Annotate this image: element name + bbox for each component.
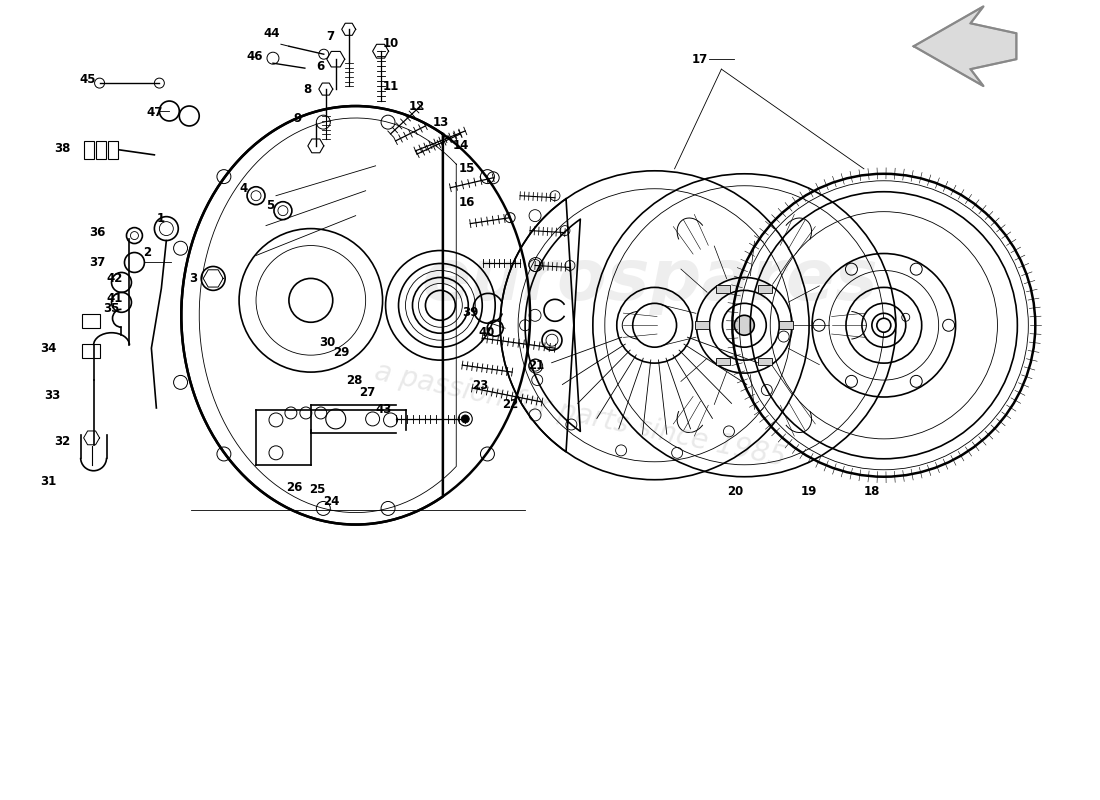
Circle shape [735,315,755,335]
Text: 25: 25 [309,483,326,496]
Text: 18: 18 [864,485,880,498]
Bar [716,358,730,366]
Text: 20: 20 [727,485,744,498]
Text: 28: 28 [345,374,362,386]
Text: 46: 46 [246,50,263,62]
Text: 35: 35 [103,302,120,315]
Text: 38: 38 [54,142,70,155]
Polygon shape [914,6,1016,86]
Bar [96,141,106,159]
Text: 9: 9 [293,113,301,126]
Text: 13: 13 [432,117,449,130]
Text: 2: 2 [143,246,152,259]
Text: 30: 30 [319,336,336,349]
Bar [779,322,793,330]
Bar [758,358,772,366]
Text: 17: 17 [692,53,707,66]
Text: 26: 26 [286,481,302,494]
Text: 7: 7 [326,30,334,42]
Text: 41: 41 [107,292,123,305]
Bar [758,285,772,293]
Text: 42: 42 [107,272,123,285]
Text: 15: 15 [459,162,475,175]
Bar [695,322,710,330]
Text: 32: 32 [54,435,70,448]
Text: 21: 21 [528,358,544,372]
Text: 43: 43 [375,403,392,417]
Bar [108,141,118,159]
Text: 27: 27 [359,386,375,398]
Text: 47: 47 [146,106,163,119]
Text: 14: 14 [452,139,469,152]
Text: eurospares: eurospares [421,246,878,315]
Text: 29: 29 [333,346,349,358]
Text: 45: 45 [79,73,96,86]
Text: 4: 4 [239,182,248,195]
Text: 24: 24 [322,495,339,508]
Text: 5: 5 [266,199,274,212]
Text: 22: 22 [503,398,518,411]
Text: 39: 39 [462,306,478,319]
Text: 8: 8 [302,82,311,95]
Text: 36: 36 [89,226,106,239]
Text: 12: 12 [408,99,425,113]
Bar [81,344,100,358]
Circle shape [877,318,891,332]
Text: 10: 10 [383,37,399,50]
Text: 3: 3 [189,272,197,285]
Text: 34: 34 [40,342,56,354]
Text: 44: 44 [263,26,279,40]
Text: 31: 31 [40,475,56,488]
Bar [84,141,94,159]
Circle shape [461,415,470,423]
Text: 37: 37 [89,256,106,269]
Text: a passion for parts since 1985: a passion for parts since 1985 [372,358,788,472]
Text: 16: 16 [459,196,475,209]
Text: 6: 6 [316,60,324,73]
Bar [81,314,100,328]
Text: 11: 11 [383,79,399,93]
Text: 40: 40 [478,326,495,338]
Text: 1: 1 [156,212,165,225]
Text: 23: 23 [472,378,488,391]
Text: 33: 33 [44,389,60,402]
Text: 19: 19 [801,485,817,498]
Bar [716,285,730,293]
